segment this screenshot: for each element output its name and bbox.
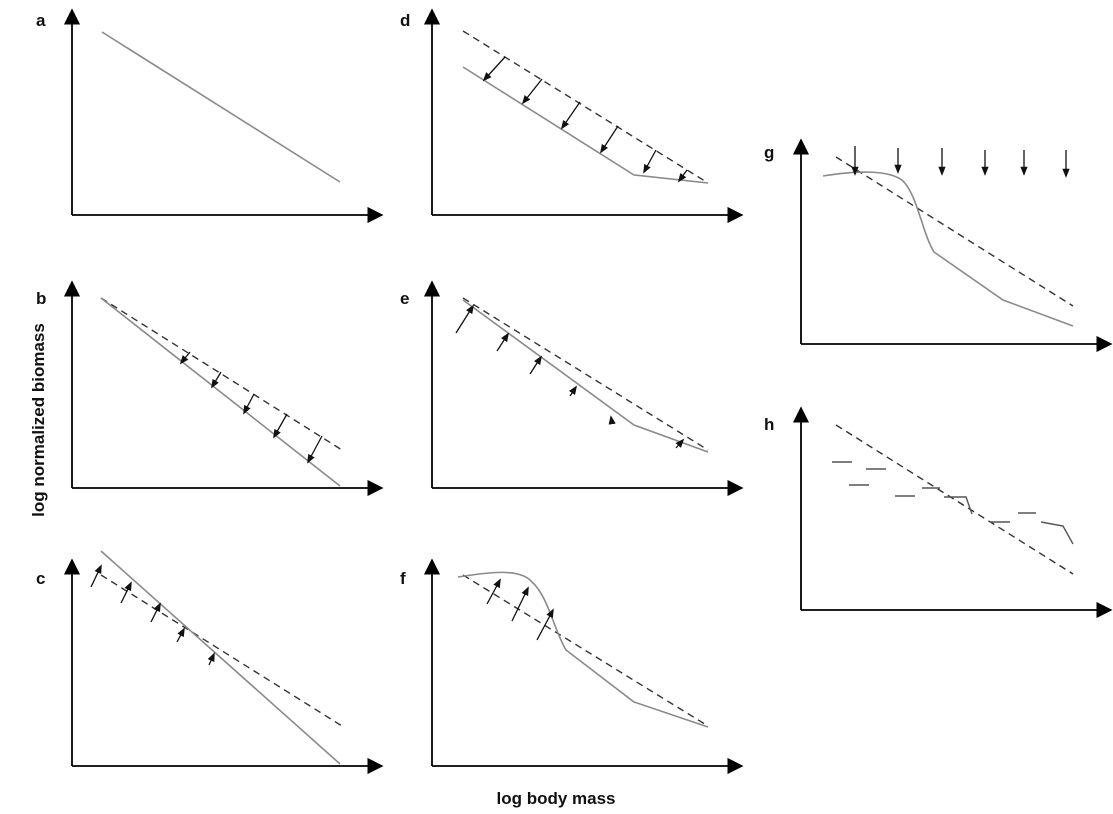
panel-d-arrow [482,56,506,82]
panel-d-arrow [560,101,581,130]
panel-b-arrow [243,393,255,415]
panel-d-solid-line [462,66,709,184]
panel-label-h: h [764,415,774,434]
y-axis-label: log normalized biomass [29,323,48,517]
panel-h-segment [944,496,973,515]
panel-c-arrow [207,652,215,666]
x-axis-label: log body mass [496,789,615,808]
panel-c-arrows [90,564,215,666]
panel-d-arrows [482,56,688,183]
panel-b-arrow [179,351,191,365]
panel-f-arrows [486,578,554,641]
panel-h-segment [1040,521,1074,545]
panel-e: e [400,280,744,497]
panel-c-arrow [90,564,102,588]
panel-label-e: e [400,289,409,308]
panel-c-arrow [176,627,185,643]
panel-label-b: b [36,289,46,308]
panel-label-g: g [764,143,774,162]
panel-e-arrows [455,304,685,449]
panel-label-c: c [36,569,45,588]
panel-label-a: a [36,11,46,30]
panel-f: f [400,558,744,775]
panel-f-arrow [511,586,529,622]
panel-b-dashed-line [100,297,343,451]
panel-label-f: f [400,569,406,588]
panel-c-arrow [120,581,132,604]
panel-f-dashed-line [462,574,709,727]
panel-e-arrow [496,332,509,352]
panel-d: d [400,8,744,224]
panel-d-arrow [677,169,688,183]
panel-b-arrows [179,351,323,464]
panel-d-dashed-line [462,30,709,184]
panel-h-segments [832,461,1074,545]
panel-f-arrow [486,578,501,605]
panel-c-solid-line [100,550,341,765]
panel-a-solid-line [101,31,341,183]
panel-h-dashed-line [835,424,1074,575]
panel-e-arrow [529,355,542,375]
panel-e-arrow [675,438,685,449]
panel-e-dashed-line [462,297,709,451]
panel-b: b [36,280,384,497]
panel-b-arrow [307,435,323,464]
panel-c: c [36,550,384,775]
panel-b-arrow [273,413,288,439]
panel-g: g [764,138,1113,353]
panel-d-arrow [643,149,657,174]
panel-c-arrow [150,602,161,623]
panel-f-arrow [536,608,554,641]
panel-d-arrow [521,78,543,105]
panel-h: h [764,406,1113,619]
panel-a: a [36,8,384,224]
panel-g-arrows [851,146,1070,178]
panel-e-arrow [455,304,474,334]
panel-e-arrow [608,415,616,425]
panel-d-arrow [600,125,619,154]
panel-g-dashed-line [835,156,1074,307]
panel-f-solid-line [457,571,709,728]
panel-g-solid-line [822,171,1074,327]
panel-b-solid-line [100,297,341,487]
panel-e-solid-line [462,299,709,453]
panel-c-dashed-line [100,574,343,727]
panel-label-d: d [400,11,410,30]
panel-b-arrow [211,371,222,389]
panel-e-arrow [568,385,578,397]
